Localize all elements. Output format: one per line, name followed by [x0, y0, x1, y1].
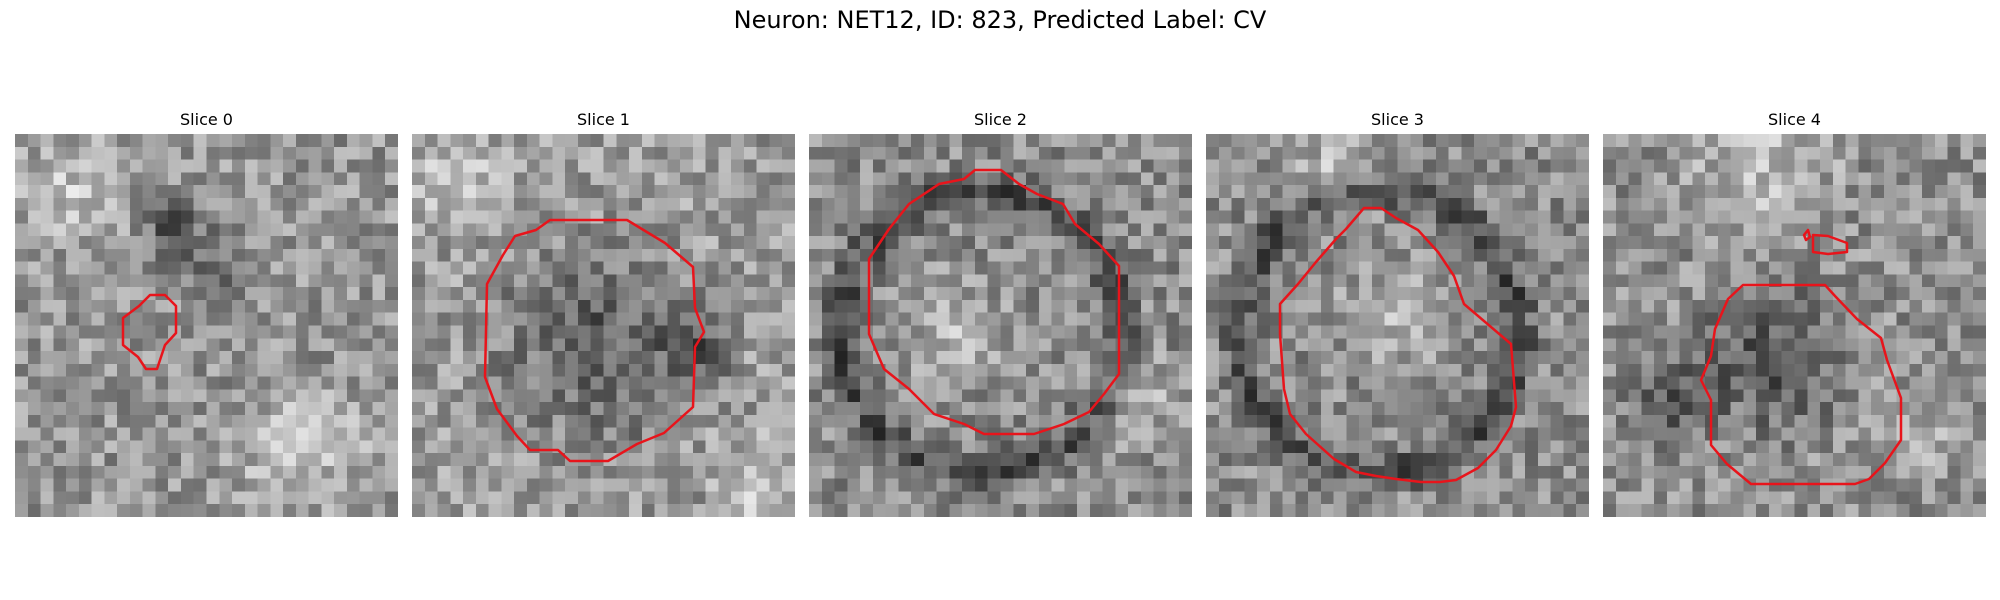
- slice-image-4: [1603, 134, 1986, 517]
- slice-image-2: [809, 134, 1192, 517]
- slice-title-2: Slice 2: [974, 110, 1027, 129]
- slice-contour-0: [121, 293, 178, 371]
- slice-contour-4: [1699, 228, 1903, 486]
- slice-image-3: [1206, 134, 1589, 517]
- contour-outline-small: [1811, 233, 1849, 256]
- slice-title-4: Slice 4: [1768, 110, 1821, 129]
- slice-contour-2: [867, 168, 1121, 436]
- figure-title: Neuron: NET12, ID: 823, Predicted Label:…: [733, 6, 1267, 34]
- slice-image-0: [15, 134, 398, 517]
- contour-outline: [483, 218, 706, 463]
- contour-outline: [1278, 206, 1518, 484]
- slice-contour-3: [1278, 206, 1518, 484]
- slice-contour-1: [483, 218, 706, 463]
- slice-image-1: [412, 134, 795, 517]
- contour-outline: [1699, 283, 1903, 486]
- slice-title-3: Slice 3: [1371, 110, 1424, 129]
- slice-title-1: Slice 1: [577, 110, 630, 129]
- slice-title-0: Slice 0: [180, 110, 233, 129]
- contour-outline: [867, 168, 1121, 436]
- contour-outline-dot: [1802, 228, 1812, 242]
- contour-outline: [121, 293, 178, 371]
